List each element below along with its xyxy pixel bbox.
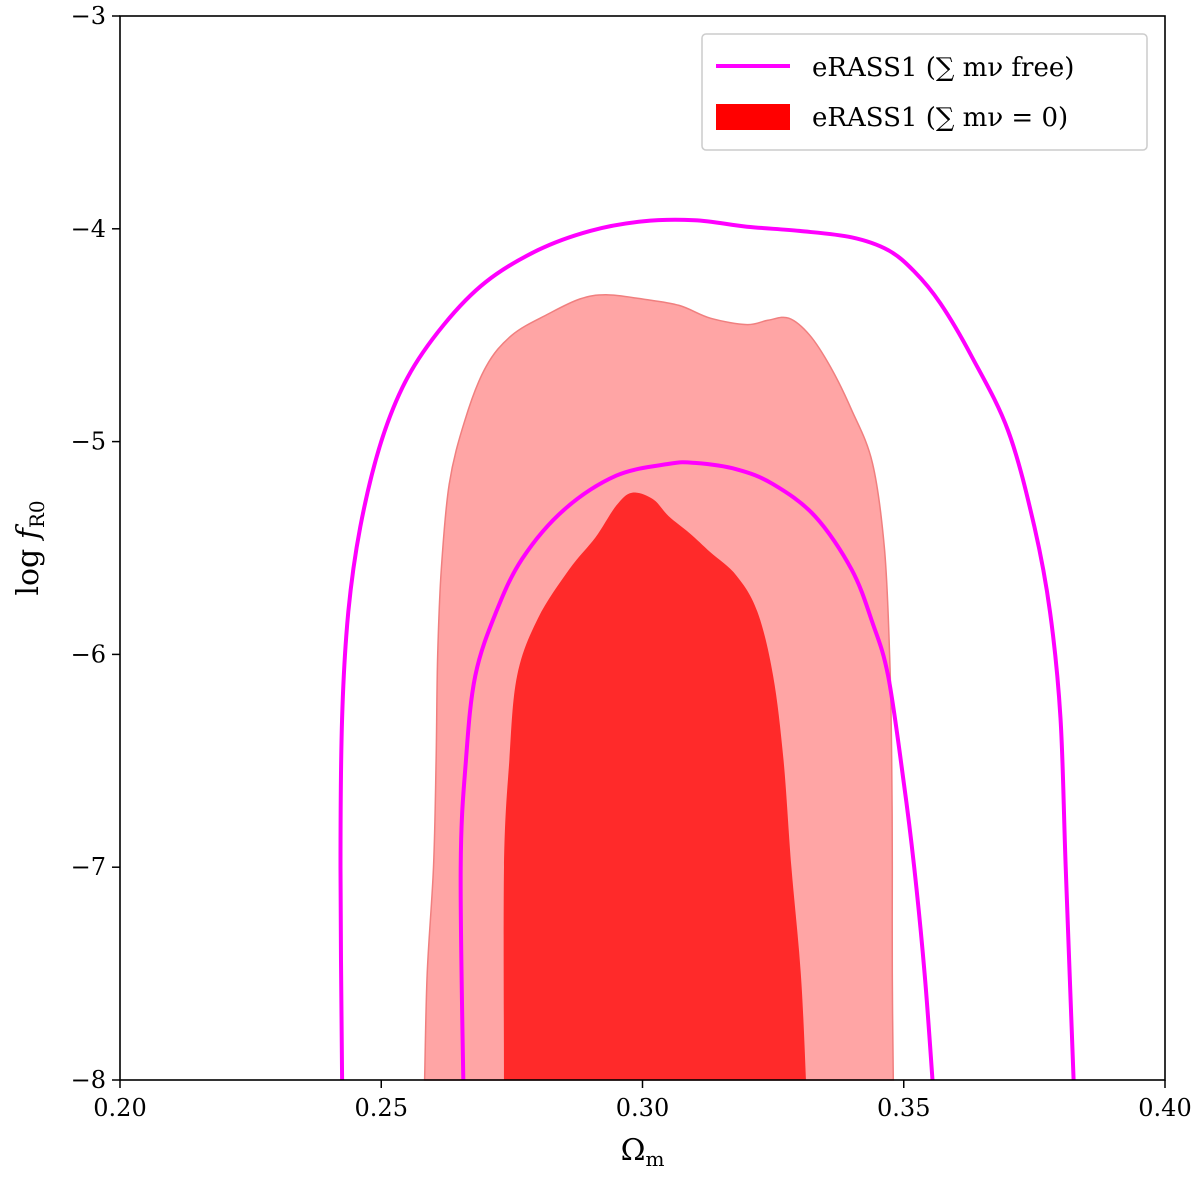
y-tick-label: −8 (71, 1066, 106, 1094)
legend-label-free: eRASS1 (∑ mν free) (812, 53, 1074, 83)
line-contours (338, 217, 1076, 1081)
legend-marker-fixed (716, 104, 790, 130)
y-axis-label: log fR0 (11, 500, 49, 595)
legend: eRASS1 (∑ mν free) eRASS1 (∑ mν = 0) (701, 33, 1148, 151)
y-axis-label-sub: R0 (25, 500, 49, 528)
x-tick-label: 0.20 (93, 1094, 146, 1122)
filled-contour-inner (503, 492, 806, 1080)
y-tick-label: −7 (71, 853, 106, 881)
y-tick-label: −6 (71, 640, 106, 668)
filled-contours (423, 294, 895, 1081)
x-tick-label: 0.35 (877, 1094, 930, 1122)
x-tick-label: 0.40 (1138, 1094, 1191, 1122)
x-tick-label: 0.25 (355, 1094, 408, 1122)
legend-box (701, 33, 1148, 151)
y-tick-label: −5 (71, 428, 106, 456)
x-axis-label-sub: m (645, 1147, 664, 1171)
line-contour-outer (338, 217, 1076, 1081)
line-contour-inner (458, 460, 935, 1081)
x-axis-label-main: Ω (621, 1133, 646, 1168)
y-axis: −8 −7 −6 −5 −4 −3 (71, 2, 120, 1094)
x-tick-label: 0.30 (616, 1094, 669, 1122)
y-tick-label: −3 (71, 2, 106, 30)
legend-label-fixed: eRASS1 (∑ mν = 0) (812, 103, 1068, 133)
x-axis-label: Ωm (621, 1133, 665, 1171)
x-axis: 0.20 0.25 0.30 0.35 0.40 (93, 1080, 1192, 1122)
y-axis-label-log: log (11, 539, 46, 595)
y-tick-label: −4 (71, 215, 106, 243)
